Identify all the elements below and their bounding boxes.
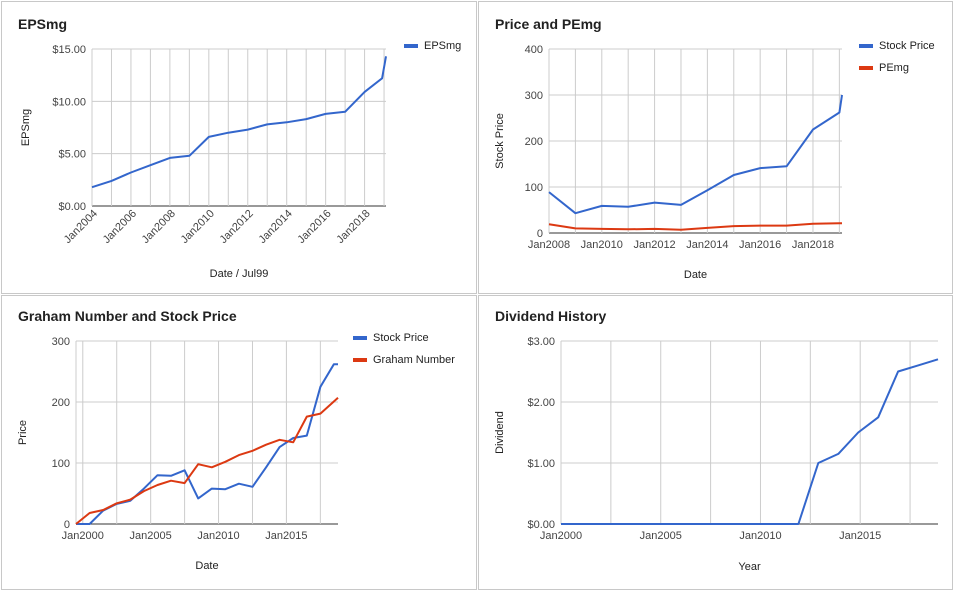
series-line: [75, 396, 339, 525]
dividend-chart-panel: Dividend History $0.00 $1.00 $2.00 $3.00 Jan2…: [478, 295, 953, 590]
series-line: [561, 358, 939, 525]
graham-chart-panel: Graham Number and Stock Price 0 100 200 300 J…: [1, 295, 477, 590]
chart-title: Graham Number and Stock Price: [18, 308, 237, 324]
x-tick-label: Jan2005: [130, 530, 172, 542]
y-axis-label: Dividend: [494, 411, 506, 454]
chart-title: EPSmg: [18, 16, 67, 32]
y-tick-label: $5.00: [58, 149, 86, 161]
x-tick-label: Jan2012: [633, 239, 675, 251]
legend-swatch: [859, 66, 873, 70]
x-tick-label: Jan2000: [62, 530, 104, 542]
y-tick-label: 300: [52, 336, 70, 348]
y-axis-label: Price: [17, 420, 29, 445]
series-line: [76, 363, 338, 525]
x-tick-label: Jan2006: [101, 208, 139, 246]
y-tick-label: $1.00: [527, 458, 555, 470]
y-tick-label: 200: [52, 397, 70, 409]
y-tick-label: $10.00: [52, 96, 86, 108]
y-axis-label: EPSmg: [20, 109, 32, 146]
x-axis-label: Date: [684, 269, 707, 281]
y-tick-label: $0.00: [58, 201, 86, 213]
y-tick-label: 0: [64, 519, 70, 531]
y-tick-label: 300: [525, 90, 543, 102]
legend-label: Stock Price: [879, 40, 935, 52]
x-tick-label: Jan2010: [739, 530, 781, 542]
series-line: [91, 56, 387, 189]
legend-swatch: [404, 44, 418, 48]
x-tick-label: Jan2010: [197, 530, 239, 542]
chart-title: Price and PEmg: [495, 16, 602, 32]
legend-label: EPSmg: [424, 40, 461, 52]
legend-label: Stock Price: [373, 332, 429, 344]
chart-svg: Graham Number and Stock Price 0 100 200 300 J…: [17, 308, 455, 572]
x-tick-label: Jan2014: [256, 208, 294, 246]
x-tick-label: Jan2008: [528, 239, 570, 251]
y-tick-label: 100: [52, 458, 70, 470]
chart-title: Dividend History: [495, 308, 606, 324]
chart-svg: Price and PEmg 0 100 200 300 400 Jan2008 Jan201…: [494, 16, 935, 281]
x-tick-label: Jan2000: [540, 530, 582, 542]
x-tick-label: Jan2008: [140, 208, 178, 246]
eps-chart-panel: EPSmg $0.00 $5.00 $10.00 $15.00 Jan2004 Jan200…: [1, 1, 477, 294]
x-axis-label: Year: [738, 561, 761, 573]
legend-swatch: [353, 358, 367, 362]
x-tick-label: Jan2005: [640, 530, 682, 542]
series-line: [548, 94, 843, 215]
y-tick-label: $2.00: [527, 397, 555, 409]
x-tick-label: Jan2016: [739, 239, 781, 251]
chart-svg: Dividend History $0.00 $1.00 $2.00 $3.00 Jan2…: [494, 308, 939, 573]
y-tick-label: 100: [525, 182, 543, 194]
x-axis-label: Date: [195, 560, 218, 572]
y-axis-label: Stock Price: [494, 113, 506, 169]
y-tick-label: 0: [537, 228, 543, 240]
x-tick-label: Jan2018: [334, 208, 372, 246]
y-tick-label: $0.00: [527, 519, 555, 531]
series-line: [548, 222, 842, 231]
x-tick-label: Jan2010: [179, 208, 217, 246]
x-tick-label: Jan2004: [62, 208, 100, 246]
x-tick-label: Jan2018: [792, 239, 834, 251]
legend-label: PEmg: [879, 62, 909, 74]
x-tick-label: Jan2014: [686, 239, 728, 251]
y-tick-label: $15.00: [52, 44, 86, 56]
x-tick-label: Jan2012: [218, 208, 256, 246]
legend-swatch: [859, 44, 873, 48]
y-tick-label: 400: [525, 44, 543, 56]
legend-swatch: [353, 336, 367, 340]
x-tick-label: Jan2015: [839, 530, 881, 542]
x-tick-label: Jan2010: [581, 239, 623, 251]
x-tick-label: Jan2016: [295, 208, 333, 246]
x-axis-label: Date / Jul99: [210, 268, 269, 280]
price-pe-chart-panel: Price and PEmg 0 100 200 300 400 Jan2008 Jan201…: [478, 1, 953, 294]
legend-label: Graham Number: [373, 354, 455, 366]
y-tick-label: $3.00: [527, 336, 555, 348]
x-tick-label: Jan2015: [265, 530, 307, 542]
y-tick-label: 200: [525, 136, 543, 148]
